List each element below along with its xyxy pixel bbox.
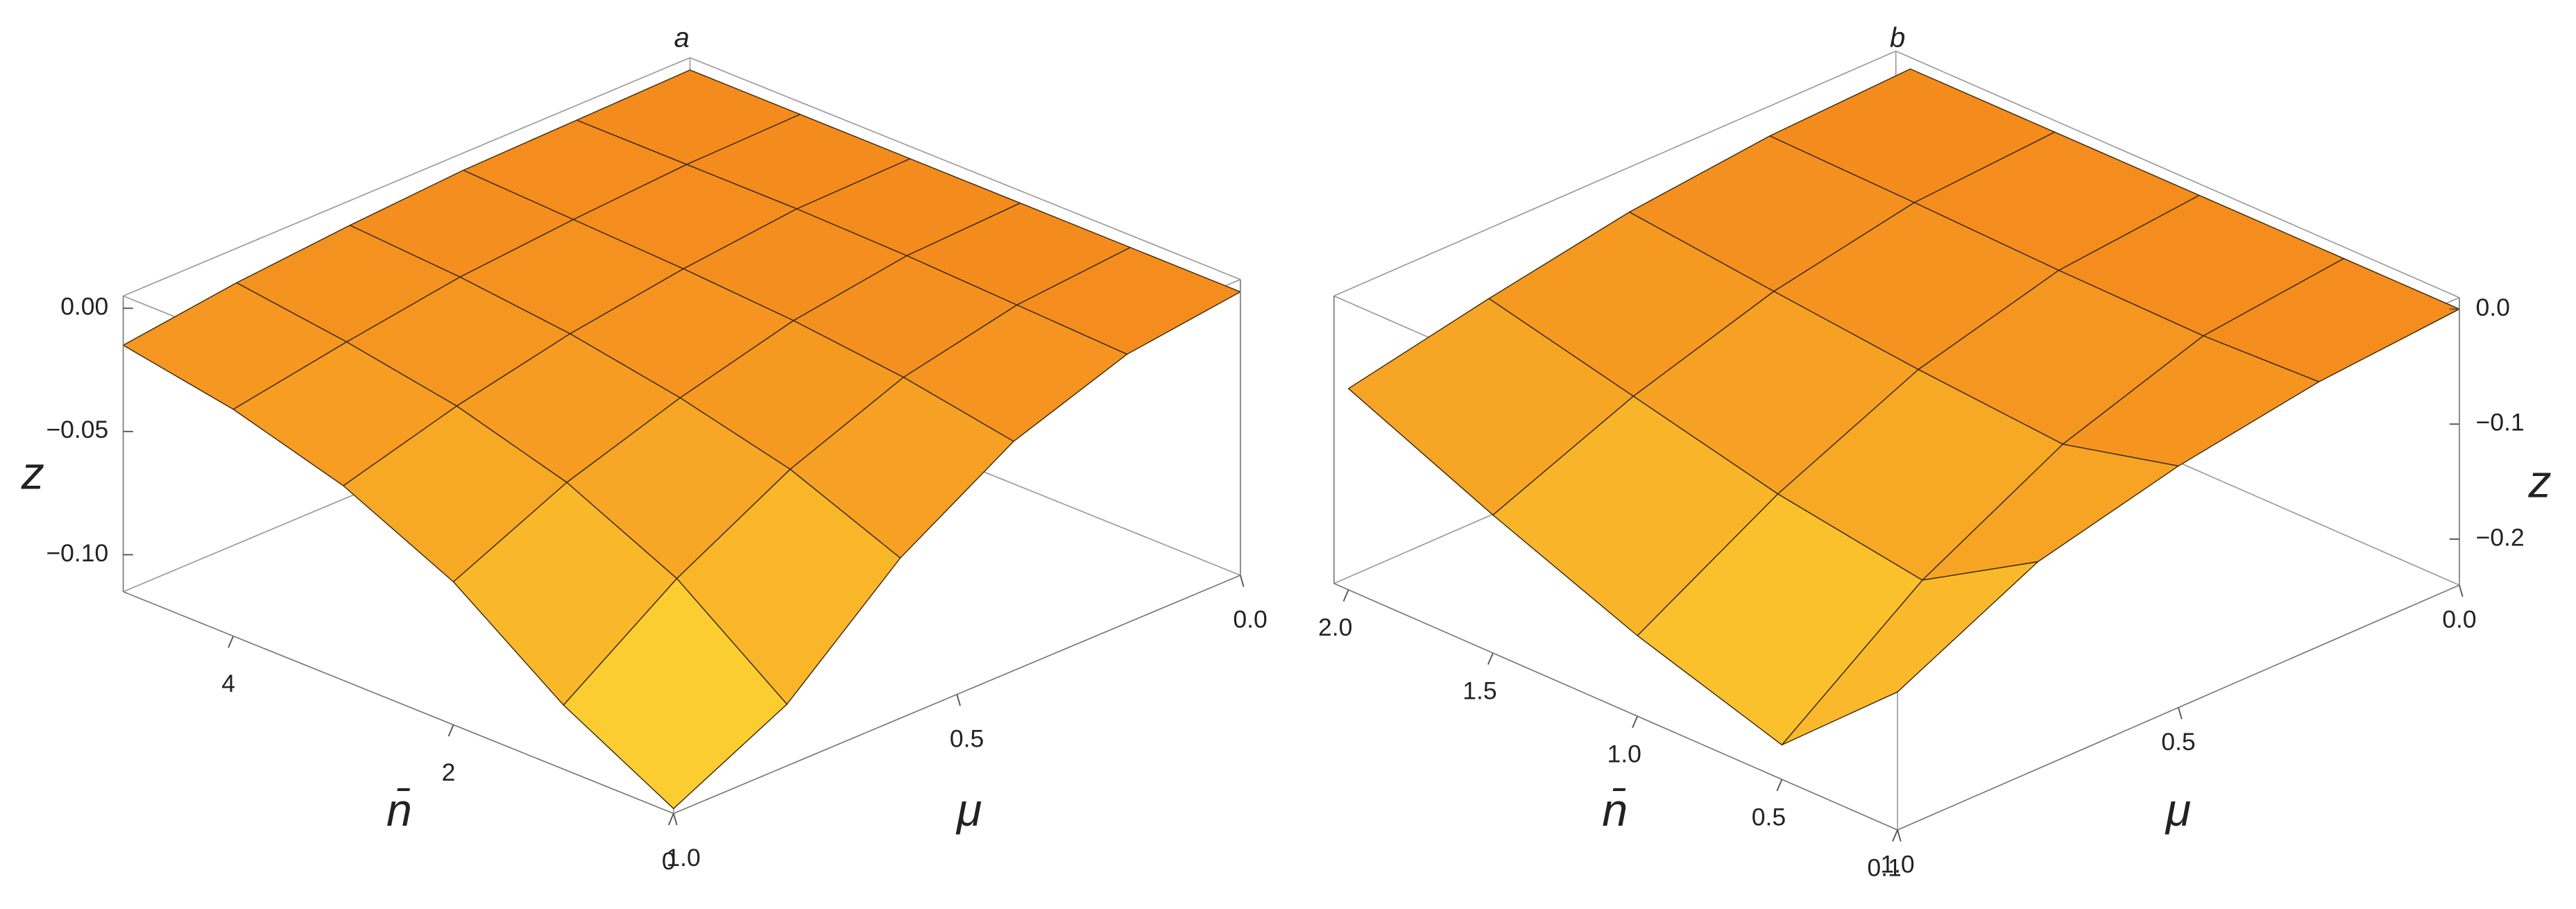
- y-tick: [672, 813, 678, 826]
- z-tick-label: −0.2: [2476, 523, 2525, 551]
- y-tick: [1239, 575, 1245, 587]
- y-tick: [1897, 829, 1902, 842]
- x-tick-label: 4: [221, 670, 235, 697]
- y-tick: [2458, 584, 2464, 597]
- chart-title: b: [1890, 22, 1905, 53]
- box-edge: [1895, 50, 2460, 298]
- box-edge: [123, 57, 690, 297]
- x-axis-label: n̄: [386, 785, 412, 836]
- x-tick-label: 0.1: [1867, 853, 1901, 881]
- y-tick-label: 0.5: [2161, 728, 2195, 756]
- x-tick: [1487, 652, 1494, 665]
- z-tick-label: −0.1: [2476, 409, 2525, 436]
- y-tick-label: 1.0: [666, 844, 700, 872]
- x-tick: [447, 724, 454, 737]
- x-tick-label: 2.0: [1318, 613, 1352, 641]
- x-tick-label: 0: [662, 847, 676, 875]
- x-tick-label: 0.5: [1752, 803, 1786, 831]
- z-axis-label: z: [21, 448, 44, 499]
- surface-patch: [1781, 561, 2039, 746]
- z-tick-label: −0.05: [46, 416, 108, 443]
- x-tick-label: 2: [442, 758, 456, 786]
- y-tick-label: 0.0: [2442, 606, 2476, 634]
- z-tick-label: −0.10: [46, 539, 108, 567]
- x-tick: [1342, 589, 1349, 602]
- x-tick: [1776, 779, 1783, 792]
- y-tick: [956, 694, 961, 706]
- y-axis-label: μ: [955, 785, 982, 836]
- x-tick: [1632, 715, 1639, 729]
- z-tick-label: 0.0: [2476, 294, 2510, 321]
- axis-line: [123, 591, 674, 815]
- z-tick-label: 0.00: [60, 293, 108, 321]
- y-tick-label: 0.5: [950, 724, 984, 752]
- box-edge: [690, 57, 1241, 280]
- x-tick: [667, 813, 674, 826]
- x-tick-label: 1.0: [1607, 740, 1641, 767]
- y-tick-label: 0.0: [1233, 606, 1267, 634]
- y-tick-label: 1.0: [1880, 851, 1914, 878]
- x-tick: [1892, 829, 1898, 842]
- x-axis-label: n̄: [1602, 785, 1628, 836]
- x-tick: [228, 636, 234, 648]
- z-axis-label: z: [2527, 456, 2551, 507]
- x-tick-label: 1.5: [1462, 677, 1496, 704]
- box-edge: [1333, 50, 1896, 297]
- y-tick: [2178, 707, 2183, 720]
- y-axis-label: μ: [2165, 785, 2191, 836]
- chart-title: a: [674, 22, 690, 53]
- axis-line: [1333, 583, 1898, 831]
- surface-patch: [563, 578, 787, 810]
